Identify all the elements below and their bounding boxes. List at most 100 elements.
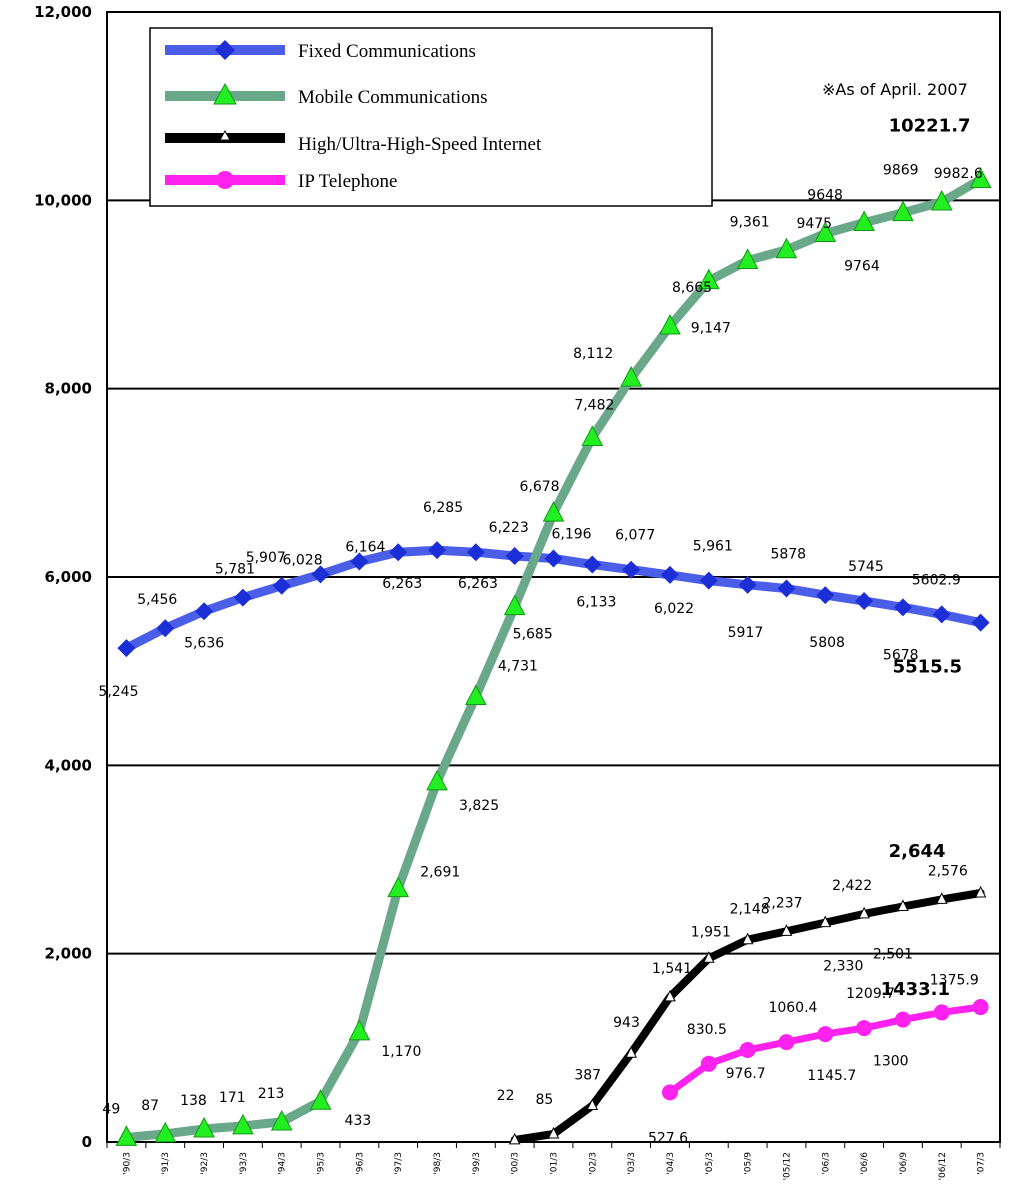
data-point-ip: [739, 1042, 756, 1059]
data-point-mobile: [309, 1089, 332, 1110]
data-label-mobile: 6,678: [520, 479, 560, 495]
x-tick-label: '04/3: [666, 1152, 676, 1175]
data-point-mobile: [736, 248, 759, 270]
data-point-internet: [974, 885, 987, 898]
data-label-fixed: 5878: [770, 546, 806, 562]
data-label-ip: 1375.9: [930, 972, 979, 988]
data-label-mobile: 9764: [844, 259, 880, 275]
data-label-fixed: 5745: [848, 559, 884, 575]
data-point-fixed: [350, 552, 369, 571]
data-label-internet: 2,501: [873, 946, 913, 962]
data-label-fixed: 5678: [883, 647, 919, 663]
data-label-fixed: 5,961: [693, 539, 733, 555]
data-point-internet: [935, 892, 948, 904]
x-tick-label: '92/3: [200, 1152, 210, 1175]
data-label-internet: 387: [574, 1068, 601, 1084]
circle-icon: [216, 171, 234, 189]
data-point-fixed: [971, 613, 990, 632]
data-point-mobile: [387, 876, 410, 898]
data-label-fixed: 6,263: [382, 576, 422, 592]
data-label-fixed: 6,028: [283, 552, 323, 568]
data-label-mobile: 213: [258, 1086, 285, 1102]
data-point-mobile: [969, 167, 992, 188]
data-point-fixed: [233, 588, 252, 607]
data-point-fixed: [660, 565, 679, 584]
data-point-internet: [586, 1098, 599, 1111]
data-label-internet: 2,422: [832, 878, 872, 894]
data-point-fixed: [466, 543, 485, 562]
legend-entry-internet: High/Ultra-High-Speed Internet: [165, 129, 542, 155]
small-triangle-icon: [219, 129, 231, 141]
data-label-fixed: 6,223: [489, 520, 529, 536]
data-point-mobile: [232, 1113, 254, 1135]
data-label-mobile: 4,731: [498, 658, 538, 674]
data-point-fixed: [816, 586, 835, 605]
data-point-internet: [702, 951, 715, 963]
data-point-mobile: [930, 189, 953, 211]
data-point-ip: [778, 1034, 795, 1051]
data-point-ip: [856, 1020, 873, 1037]
data-label-mobile: 7,482: [574, 397, 614, 413]
legend-entry-fixed: Fixed Communications: [165, 40, 476, 62]
x-tick-label: '01/3: [550, 1152, 560, 1175]
series-group: [115, 167, 992, 1146]
y-tick-label: 2,000: [45, 945, 92, 963]
data-point-fixed: [855, 592, 874, 611]
data-point-mobile: [659, 313, 681, 335]
data-label-mobile: 9,361: [730, 215, 770, 231]
data-label-fixed: 5602.9: [912, 572, 961, 588]
data-point-internet: [547, 1126, 560, 1139]
data-point-mobile: [892, 200, 914, 222]
data-point-fixed: [583, 555, 602, 574]
data-label-ip: 1145.7: [807, 1068, 856, 1084]
data-label-internet: 85: [536, 1092, 554, 1108]
x-tick-label: '07/3: [977, 1152, 987, 1175]
data-point-internet: [741, 932, 754, 945]
data-label-mobile: 8,112: [573, 346, 613, 362]
data-label-fixed: 5,245: [98, 684, 138, 700]
x-tick-label: '97/3: [394, 1152, 404, 1175]
x-tick-label: '06/12: [938, 1152, 948, 1180]
data-point-mobile: [697, 268, 720, 290]
x-tick-label: '06/3: [821, 1152, 831, 1175]
data-point-mobile: [775, 237, 798, 259]
data-label-mobile: 87: [141, 1098, 159, 1114]
as-of-note: ※As of April. 2007: [822, 80, 968, 99]
x-tick-label: '03/3: [627, 1152, 637, 1175]
x-tick-label: '93/3: [239, 1152, 249, 1175]
data-point-internet: [625, 1046, 637, 1058]
data-point-mobile: [154, 1121, 177, 1143]
data-label-fixed: 6,263: [458, 576, 498, 592]
data-point-fixed: [428, 541, 447, 560]
triangle-icon: [213, 82, 237, 105]
x-axis-ticks: '90/3 '91/3 '92/3 '93/3 '94/3 '95/3 '96/3 '97/3…: [106, 1142, 1001, 1180]
x-tick-label: '05/3: [705, 1152, 715, 1175]
data-label-fixed: 5,636: [184, 635, 224, 651]
data-point-fixed: [932, 605, 951, 624]
x-tick-label: '02/3: [588, 1152, 598, 1175]
data-label-mobile: 1,170: [381, 1044, 421, 1060]
data-label-internet: 1,951: [691, 924, 731, 940]
data-label-mobile: 433: [345, 1113, 372, 1129]
data-point-mobile: [426, 769, 448, 791]
data-label-mobile: 8,665: [672, 280, 712, 296]
data-label-ip: 976.7: [726, 1066, 766, 1082]
data-point-internet: [897, 899, 909, 911]
data-label-ip: 1060.4: [768, 1000, 817, 1016]
y-tick-label: 8,000: [45, 380, 92, 398]
data-point-internet: [858, 906, 870, 919]
data-point-mobile: [853, 210, 875, 232]
data-point-fixed: [738, 575, 757, 594]
data-label-fixed: 5917: [728, 625, 764, 641]
data-label-mobile: 9982.6: [934, 166, 983, 182]
legend-label-fixed: Fixed Communications: [298, 41, 476, 62]
data-label-fixed: 6,077: [615, 528, 655, 544]
x-tick-label: '98/3: [433, 1152, 443, 1175]
legend-label-mobile: Mobile Communications: [298, 87, 487, 108]
x-tick-label: '96/3: [355, 1152, 365, 1175]
plot-area-border: [106, 11, 1001, 1143]
y-tick-label: 12,000: [34, 3, 92, 21]
data-point-ip: [817, 1026, 834, 1043]
data-point-fixed: [622, 560, 641, 579]
